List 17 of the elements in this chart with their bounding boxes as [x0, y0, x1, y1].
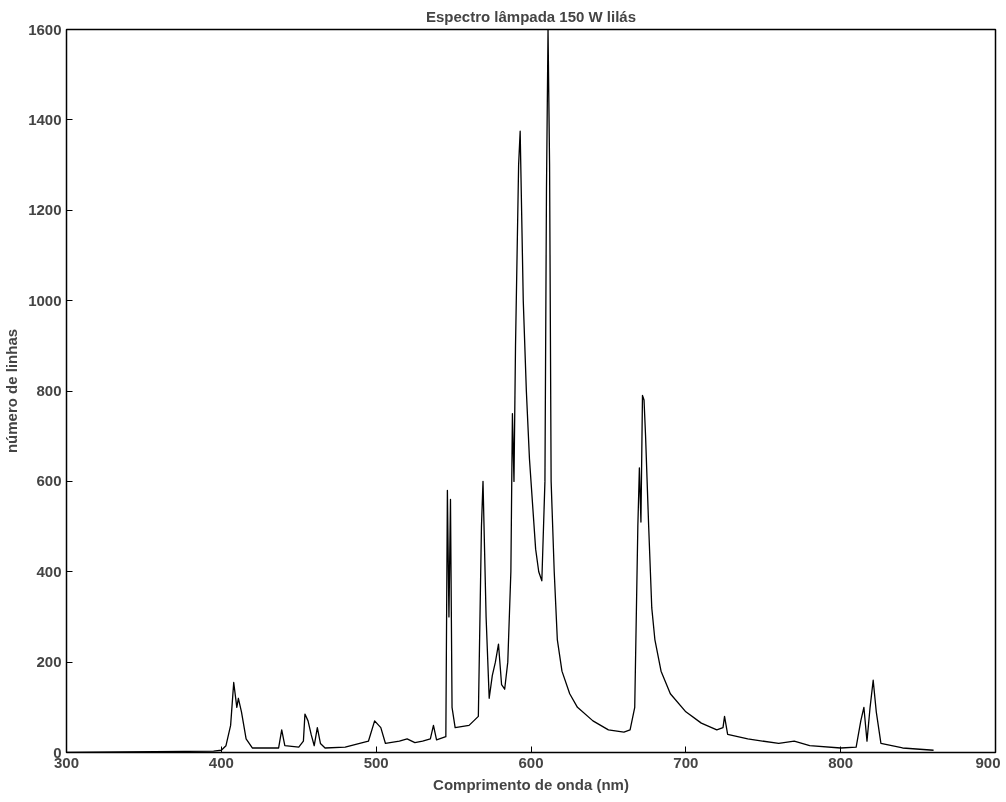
y-tick-label: 200	[36, 653, 62, 671]
y-tick-label: 1600	[28, 20, 62, 38]
x-tick-label: 400	[208, 753, 234, 771]
x-tick-label: 600	[518, 753, 544, 771]
y-tick-label: 1200	[28, 201, 62, 219]
x-tick-label: 900	[975, 753, 1001, 771]
x-axis-title: Comprimento de onda (nm)	[433, 775, 629, 793]
y-tick-label: 1400	[28, 110, 62, 128]
y-tick-label: 600	[36, 472, 62, 490]
y-tick-label: 800	[36, 382, 62, 399]
chart-title: Espectro lâmpada 150 W lilás	[425, 7, 637, 25]
x-tick-label: 800	[828, 753, 854, 771]
x-tick-label: 700	[673, 753, 699, 771]
y-tick-label: 1000	[28, 291, 62, 309]
x-tick-label: 500	[363, 753, 389, 771]
y-axis-title: número de linhas	[3, 328, 21, 454]
y-tick-label: 400	[36, 562, 62, 580]
